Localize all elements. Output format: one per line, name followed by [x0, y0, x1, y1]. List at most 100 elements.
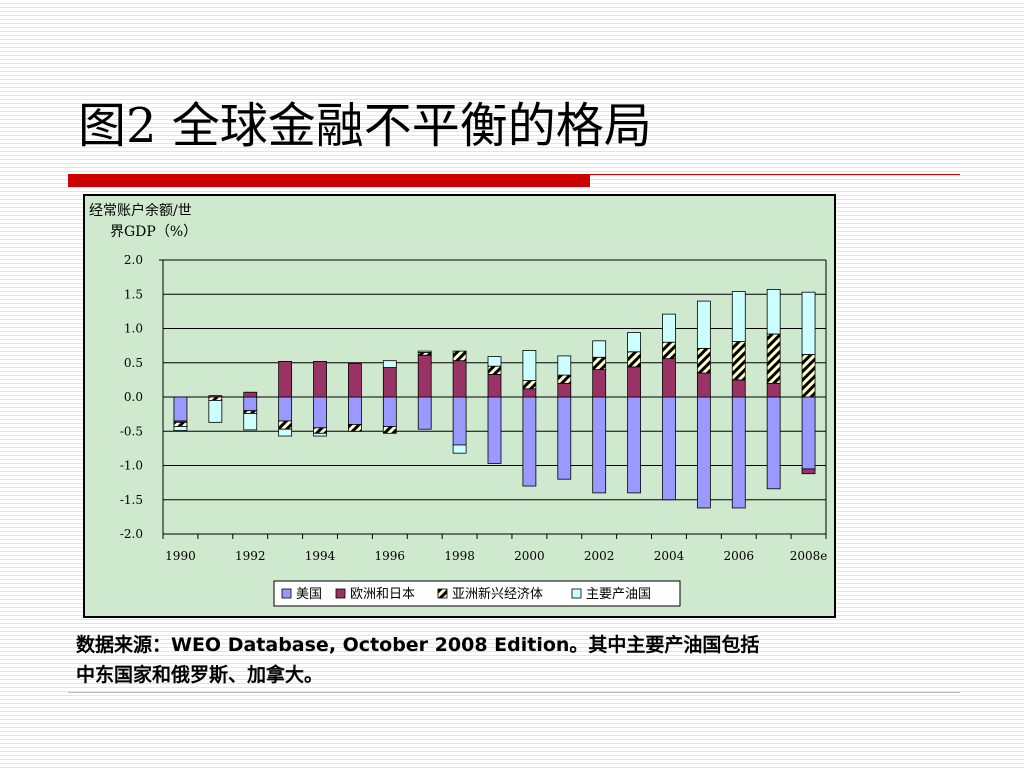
bar-segment	[766, 333, 781, 384]
bar-segment	[522, 396, 537, 487]
bar-segment	[417, 396, 432, 430]
bar-segment	[452, 350, 467, 362]
bar-segment	[278, 396, 293, 422]
legend-label: 主要产油国	[586, 587, 651, 602]
legend-label: 亚洲新兴经济体	[452, 586, 543, 602]
y-tick-label: -1.5	[120, 493, 143, 507]
bar-segment	[662, 341, 676, 360]
bar-segment	[173, 421, 188, 427]
bar-segment	[696, 347, 711, 374]
legend-swatch	[281, 588, 292, 599]
source-note-line2: 中东国家和俄罗斯、加拿大。	[76, 664, 324, 686]
y-tick-label: 1.5	[124, 287, 143, 301]
bar-segment	[627, 396, 641, 494]
bar-segment	[662, 396, 676, 501]
bar-segment	[766, 396, 781, 490]
bar-segment	[487, 365, 502, 375]
bar-segment	[348, 363, 362, 398]
source-note: 数据来源：WEO Database, October 2008 Edition。…	[76, 630, 926, 690]
y-tick-label: 0.0	[124, 390, 143, 404]
bar-segment	[382, 426, 397, 434]
bar-segment	[278, 420, 293, 430]
y-tick-label: 2.0	[124, 253, 143, 267]
x-tick-label: 2008e	[790, 549, 828, 563]
bar-segment	[592, 356, 607, 371]
x-tick-label: 1992	[235, 549, 266, 563]
bar-segment	[557, 382, 572, 398]
bar-segment	[801, 396, 816, 470]
bar-segment	[696, 396, 711, 509]
bar-segment	[452, 444, 467, 454]
legend-label: 欧洲和日本	[350, 587, 415, 602]
bar-segment	[487, 356, 502, 367]
x-tick-label: 1996	[375, 549, 406, 563]
legend-swatch	[571, 588, 582, 599]
y-tick-label: -1.0	[120, 459, 143, 473]
bar-segment	[452, 360, 467, 398]
bar-segment	[766, 382, 781, 398]
y-tick-label: -0.5	[120, 424, 143, 438]
bar-segment	[557, 355, 572, 376]
y-tick-label: 0.5	[124, 356, 143, 370]
bar-segment	[801, 354, 816, 398]
x-tick-label: 2006	[723, 549, 754, 563]
chart-panel: 经常账户余额/世 界GDP（%） 2.0 1.5 1.0 0.5 0.0 -0.5 -1.0…	[83, 194, 836, 618]
bar-segment	[522, 350, 537, 381]
chart-ylabel-line1: 经常账户余额/世	[89, 203, 192, 219]
bar-segment	[382, 396, 397, 427]
x-tick-label: 2000	[514, 549, 545, 563]
bar-segment	[382, 360, 397, 368]
chart-ylabel: 经常账户余额/世 界GDP（%）	[89, 201, 197, 243]
bar-segment	[417, 352, 432, 356]
bar-segment	[592, 396, 607, 494]
bar-segment	[522, 380, 537, 390]
bar-segment	[627, 366, 641, 398]
bar-segment	[662, 313, 676, 343]
bar-segment	[766, 289, 781, 335]
bar-segment	[731, 341, 746, 381]
footer-divider	[68, 692, 960, 693]
bar-segment	[522, 388, 537, 398]
bar-segment	[173, 426, 188, 431]
bar-segment	[731, 379, 746, 398]
chart-ylabel-line2: 界GDP（%）	[110, 224, 198, 240]
bar-segment	[382, 367, 397, 398]
bar-segment	[243, 413, 258, 431]
bar-segment	[313, 427, 327, 434]
bar-segment	[313, 360, 327, 398]
bar-segment	[417, 350, 432, 353]
bar-segment	[243, 410, 258, 414]
bar-segment	[592, 369, 607, 398]
bar-segment	[313, 396, 327, 429]
bar-segment	[662, 358, 676, 398]
bar-segment	[696, 372, 711, 398]
title-underline-line	[590, 174, 960, 175]
bar-segment	[557, 396, 572, 480]
bar-segment	[731, 396, 746, 509]
legend-swatch	[335, 588, 346, 599]
bar-chart: 2.0 1.5 1.0 0.5 0.0 -0.5 -1.0 -1.5 -2.0 1990 1992 1…	[120, 253, 828, 607]
bar-segment	[208, 396, 223, 401]
bar-segment	[731, 291, 746, 342]
bar-segment	[208, 400, 223, 423]
y-tick-label: -2.0	[120, 527, 143, 541]
legend-swatch	[437, 588, 448, 599]
bar-segment	[487, 373, 502, 398]
bar-segment	[487, 396, 502, 464]
x-tick-label: 1998	[444, 549, 475, 563]
bar-segment	[173, 396, 188, 422]
source-note-line1: 数据来源：WEO Database, October 2008 Edition。…	[76, 634, 760, 656]
bar-segment	[348, 396, 362, 425]
bar-segment	[627, 332, 641, 353]
bar-segment	[348, 423, 362, 432]
bar-segment	[801, 291, 816, 355]
bar-segment	[452, 396, 467, 446]
bar-segment	[278, 360, 293, 398]
bar-segment	[801, 468, 816, 475]
y-tick-label: 1.0	[124, 322, 143, 336]
bar-segment	[417, 354, 432, 398]
bar-segment	[592, 340, 607, 358]
legend-label: 美国	[296, 587, 322, 602]
bar-segment	[313, 432, 327, 437]
x-tick-label: 2002	[584, 549, 615, 563]
